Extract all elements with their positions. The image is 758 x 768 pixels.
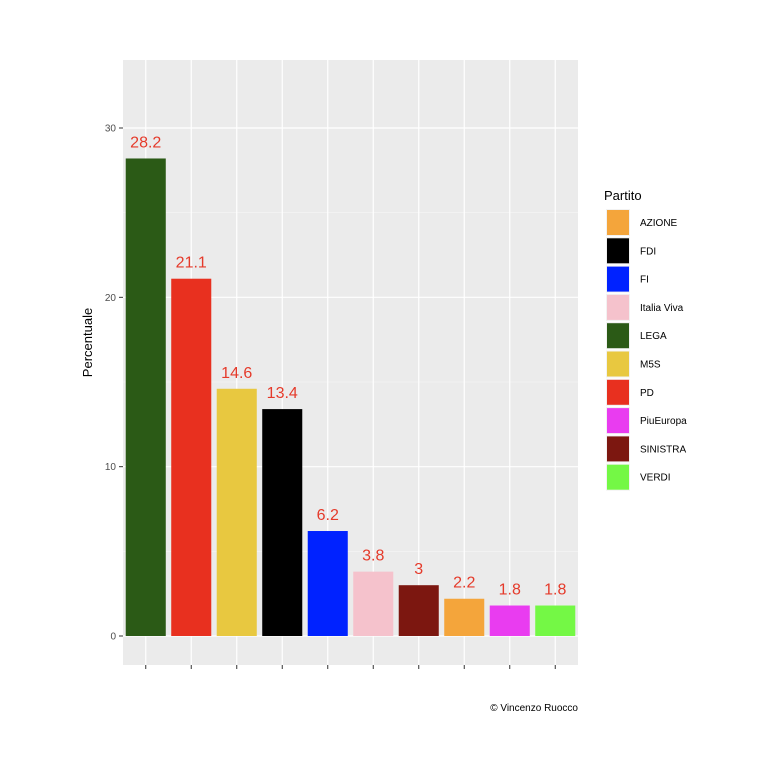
x-axis <box>145 665 556 669</box>
legend-key-piueuropa <box>607 408 629 434</box>
y-axis: 0 10 20 30 <box>105 124 123 643</box>
y-tick-label: 20 <box>105 293 117 304</box>
bar-sinistra <box>398 585 439 636</box>
legend-key-azione <box>607 210 629 235</box>
bar-verdi <box>535 605 576 636</box>
legend-label: FI <box>640 275 649 286</box>
bar-value-label: 3.8 <box>362 548 384 565</box>
legend-label: M5S <box>640 360 661 371</box>
bar-value-labels: 28.2 21.1 14.6 13.4 6.2 3.8 3 2.2 1.8 1.8 <box>130 134 566 598</box>
bar-value-label: 1.8 <box>499 582 521 599</box>
bar-value-label: 13.4 <box>267 385 298 402</box>
legend-label: PD <box>640 388 654 399</box>
bar-fi <box>307 531 348 636</box>
y-tick-label: 30 <box>105 124 117 135</box>
bar-lega <box>125 158 166 637</box>
bar-azione <box>444 598 485 636</box>
legend-label: SINISTRA <box>640 444 686 455</box>
y-tick-label: 10 <box>105 462 117 473</box>
bars <box>125 158 576 637</box>
legend: Partito AZIONE FDI FI Italia Viva LEGA M5S PD P… <box>604 188 687 491</box>
bar-value-label: 2.2 <box>453 575 475 592</box>
legend-label: AZIONE <box>640 218 678 229</box>
legend-key-m5s <box>607 351 629 377</box>
y-axis-title: Percentuale <box>80 308 95 377</box>
legend-label: FDI <box>640 246 656 257</box>
legend-label: VERDI <box>640 473 671 484</box>
bar-value-label: 21.1 <box>176 255 207 272</box>
bar-value-label: 1.8 <box>544 582 566 599</box>
legend-label: Italia Viva <box>640 303 684 314</box>
legend-key-fdi <box>607 238 629 264</box>
bar-piueuropa <box>489 605 530 636</box>
legend-title: Partito <box>604 188 642 203</box>
bar-pd <box>171 278 212 636</box>
caption: © Vincenzo Ruocco <box>490 703 578 714</box>
bar-m5s <box>216 388 257 636</box>
legend-key-lega <box>607 323 629 349</box>
bar-value-label: 14.6 <box>221 365 252 382</box>
bar-fdi <box>262 409 303 636</box>
legend-key-verdi <box>607 464 629 490</box>
legend-key-fi <box>607 266 629 292</box>
legend-label: LEGA <box>640 331 667 342</box>
bar-italia-viva <box>353 571 394 636</box>
legend-key-sinistra <box>607 436 629 462</box>
legend-key-italia-viva <box>607 294 629 320</box>
bar-value-label: 28.2 <box>130 134 161 151</box>
legend-label: PiuEuropa <box>640 416 687 427</box>
y-tick-label: 0 <box>110 632 116 643</box>
legend-items: AZIONE FDI FI Italia Viva LEGA M5S PD PiuEuropa… <box>606 209 687 491</box>
bar-value-label: 3 <box>414 561 423 578</box>
bar-value-label: 6.2 <box>317 507 339 524</box>
legend-key-pd <box>607 379 629 405</box>
